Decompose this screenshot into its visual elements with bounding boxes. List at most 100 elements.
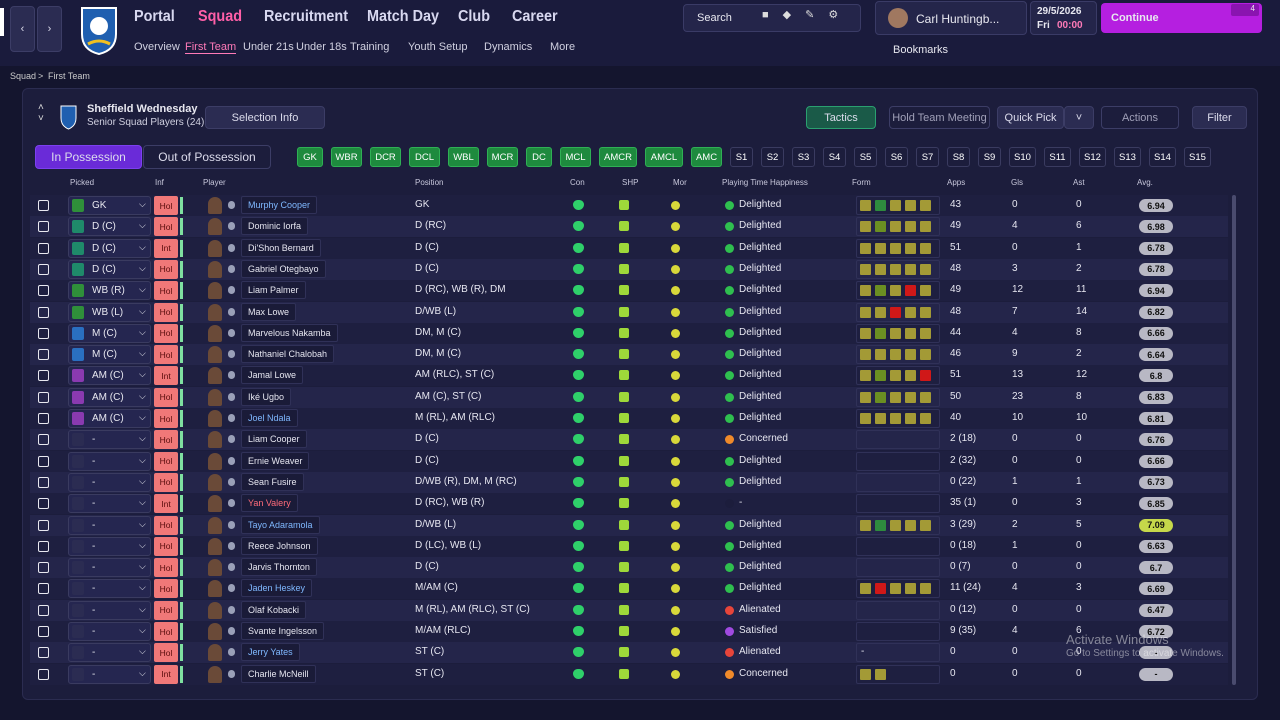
column-header[interactable]: Form (852, 178, 871, 187)
picked-dropdown[interactable]: - ⌵ (68, 558, 151, 578)
position-chip[interactable]: S1 (730, 147, 753, 167)
subnav-item[interactable]: Training (350, 41, 390, 53)
checkbox[interactable] (38, 519, 49, 531)
continue-button[interactable]: Continue 4 (1101, 3, 1262, 33)
table-row[interactable]: M (C) ⌵ Hol Marvelous Nakamba DM, M (C) Delig… (30, 322, 1228, 344)
quick-pick-button[interactable]: Quick Pick (997, 106, 1064, 129)
player-name[interactable]: Jerry Yates (241, 643, 300, 662)
player-name[interactable]: Jarvis Thornton (241, 558, 317, 577)
checkbox[interactable] (38, 200, 49, 211)
subnav-item[interactable]: Overview (134, 41, 180, 53)
table-row[interactable]: AM (C) ⌵ Int Jamal Lowe AM (RLC), ST (C) Deli… (30, 365, 1228, 387)
checkbox[interactable] (38, 668, 49, 680)
picked-dropdown[interactable]: D (C) ⌵ (68, 238, 151, 258)
position-chip[interactable]: S10 (1009, 147, 1036, 167)
picked-dropdown[interactable]: - ⌵ (68, 643, 151, 663)
checkbox[interactable] (38, 349, 49, 361)
picked-dropdown[interactable]: - ⌵ (68, 536, 151, 556)
picked-dropdown[interactable]: AM (C) ⌵ (68, 366, 151, 386)
player-name[interactable]: Jamal Lowe (241, 366, 304, 385)
column-header[interactable]: Picked (70, 178, 95, 187)
position-chip[interactable]: WBL (448, 147, 479, 167)
position-chip[interactable]: S5 (854, 147, 877, 167)
meeting-button[interactable]: Hold Team Meeting (889, 106, 990, 129)
column-header[interactable]: Gls (1011, 178, 1023, 187)
player-name[interactable]: Max Lowe (241, 302, 297, 321)
nav-item[interactable]: Squad (198, 8, 243, 25)
table-row[interactable]: - ⌵ Hol Tayo Adaramola D/WB (L) Delighted 3 (2… (30, 514, 1228, 536)
position-chip[interactable]: DCL (409, 147, 440, 167)
picked-dropdown[interactable]: - ⌵ (68, 494, 151, 514)
position-chip[interactable]: S8 (947, 147, 970, 167)
position-chip[interactable]: AMC (691, 147, 722, 167)
checkbox[interactable] (38, 242, 49, 254)
selection-info[interactable]: Selection Info (205, 106, 325, 129)
filter-button[interactable]: Filter (1192, 106, 1247, 129)
nav-item[interactable]: Match Day (367, 8, 440, 25)
search-button[interactable]: Search (697, 12, 732, 24)
table-row[interactable]: - ⌵ Int Yan Valery D (RC), WB (R) -35 (1) 0 3 6.… (30, 493, 1228, 515)
column-header[interactable]: Apps (947, 178, 966, 187)
checkbox[interactable] (38, 391, 49, 403)
table-row[interactable]: - ⌵ Hol Olaf Kobacki M (RL), AM (RLC), ST (C… (30, 599, 1228, 621)
position-chip[interactable]: S15 (1184, 147, 1211, 167)
column-header[interactable]: Playing Time Happiness (722, 178, 808, 187)
checkbox[interactable] (38, 327, 49, 339)
subnav-item[interactable]: Under 21s (243, 41, 294, 53)
position-chip[interactable]: DCR (370, 147, 401, 167)
forward-button[interactable]: › (37, 6, 62, 52)
picked-dropdown[interactable]: - ⌵ (68, 451, 151, 471)
position-chip[interactable]: DC (526, 147, 552, 167)
checkbox[interactable] (38, 647, 49, 659)
table-row[interactable]: M (C) ⌵ Hol Nathaniel Chalobah DM, M (C) Deli… (30, 344, 1228, 366)
player-name[interactable]: Reece Johnson (241, 536, 318, 555)
position-chip[interactable]: S11 (1044, 147, 1071, 167)
checkbox[interactable] (38, 370, 49, 382)
position-chip[interactable]: AMCL (645, 147, 683, 167)
player-name[interactable]: Charlie McNeill (241, 664, 316, 683)
picked-dropdown[interactable]: AM (C) ⌵ (68, 387, 151, 407)
player-name[interactable]: Joel Ndala (241, 409, 298, 427)
picked-dropdown[interactable]: M (C) ⌵ (68, 323, 151, 343)
table-row[interactable]: - ⌵ Int Charlie McNeill ST (C) Concerned 0 0 0- (30, 663, 1228, 685)
player-name[interactable]: Ernie Weaver (241, 451, 310, 470)
column-header[interactable]: SHP (622, 178, 639, 187)
position-chip[interactable]: S3 (792, 147, 815, 167)
manager-box[interactable]: Carl Huntingb... (875, 1, 1027, 35)
picked-dropdown[interactable]: WB (R) ⌵ (68, 281, 151, 301)
checkbox[interactable] (38, 498, 49, 510)
column-header[interactable]: Avg. (1137, 178, 1153, 187)
player-name[interactable]: Di'Shon Bernard (241, 238, 321, 257)
player-name[interactable]: Murphy Cooper (241, 196, 318, 214)
table-row[interactable]: D (C) ⌵ Int Di'Shon Bernard D (C) Delighted 51… (30, 237, 1228, 259)
table-row[interactable]: - ⌵ Hol Jaden Heskey M/AM (C) Delighted 11 (24… (30, 578, 1228, 600)
picked-dropdown[interactable]: GK ⌵ (68, 196, 151, 215)
picked-dropdown[interactable]: - ⌵ (68, 622, 151, 641)
checkbox[interactable] (38, 455, 49, 467)
picked-dropdown[interactable]: AM (C) ⌵ (68, 409, 151, 428)
subnav-item[interactable]: Under 18s (296, 41, 347, 53)
picked-dropdown[interactable]: - ⌵ (68, 600, 151, 620)
collapse-arrows[interactable]: ˄ ˅ (38, 102, 44, 124)
picked-dropdown[interactable]: M (C) ⌵ (68, 345, 151, 365)
table-row[interactable]: - ⌵ Hol Ernie Weaver D (C) Delighted 2 (32) 0 0 6… (30, 450, 1228, 472)
checkbox[interactable] (38, 263, 49, 275)
position-chip[interactable]: S13 (1114, 147, 1141, 167)
picked-dropdown[interactable]: - ⌵ (68, 430, 151, 450)
checkbox[interactable] (38, 626, 49, 637)
table-row[interactable]: AM (C) ⌵ Hol Iké Ugbo AM (C), ST (C) Delighte… (30, 386, 1228, 408)
subnav-item[interactable]: First Team (185, 41, 237, 54)
checkbox[interactable] (38, 540, 49, 552)
player-name[interactable]: Marvelous Nakamba (241, 323, 338, 342)
picked-dropdown[interactable]: - ⌵ (68, 579, 151, 599)
table-row[interactable]: - ⌵ Hol Svante Ingelsson M/AM (RLC) Satisfied… (30, 621, 1228, 642)
position-chip[interactable]: GK (297, 147, 323, 167)
position-chip[interactable]: S4 (823, 147, 846, 167)
checkbox[interactable] (38, 221, 49, 233)
checkbox[interactable] (38, 413, 49, 424)
player-name[interactable]: Sean Fusire (241, 472, 304, 491)
toolbar-icons[interactable]: ■◆✎⚙ (762, 9, 853, 21)
picked-dropdown[interactable]: D (C) ⌵ (68, 217, 151, 237)
column-header[interactable]: Con (570, 178, 585, 187)
checkbox[interactable] (38, 562, 49, 574)
